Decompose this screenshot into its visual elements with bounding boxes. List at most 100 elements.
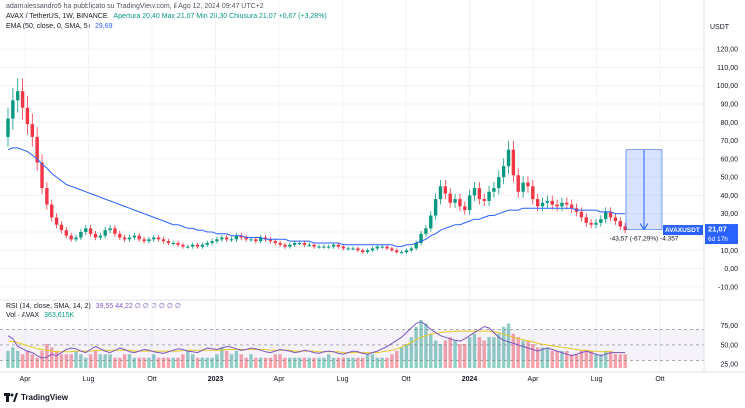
- candle-body: [273, 241, 277, 243]
- symbol-legend[interactable]: AVAX / TetherUS, 1W, BINANCE Apertura 20…: [6, 12, 327, 21]
- candle-body: [152, 237, 156, 240]
- volume-bar: [395, 350, 399, 368]
- candle-body: [497, 177, 501, 189]
- candle-body: [25, 107, 30, 125]
- candle-body: [346, 248, 350, 250]
- volume-bar: [118, 357, 122, 368]
- candle-body: [555, 204, 559, 207]
- grid: [0, 0, 704, 372]
- volume-bar: [506, 323, 511, 368]
- volume-bar: [84, 357, 88, 368]
- candle-body: [351, 248, 355, 250]
- volume-bar: [11, 347, 15, 368]
- candle-body: [560, 202, 564, 207]
- volume-bar: [322, 357, 326, 368]
- candles[interactable]: [6, 78, 627, 254]
- volume-bar: [98, 354, 103, 368]
- candle-body: [375, 246, 380, 249]
- candle-body: [113, 228, 117, 234]
- volume-bar: [171, 357, 175, 368]
- tradingview-footer[interactable]: TradingView: [4, 393, 68, 402]
- price-axis[interactable]: 120,00 110,00 100,00 90,00 80,00 70,00 60,00 50…: [717, 47, 739, 292]
- volume-bar: [108, 354, 112, 368]
- candle-body: [501, 166, 506, 178]
- volume-bar: [147, 357, 151, 368]
- volume-bar: [181, 354, 185, 368]
- time-axis[interactable]: Apr Lug Ott 2023 Apr Lug Ott 2024 Apr Lug Ott: [20, 376, 665, 383]
- volume-bar: [380, 357, 384, 368]
- volume-bar: [565, 350, 569, 368]
- candle-body: [579, 211, 584, 218]
- rsi-line: [7, 321, 626, 359]
- candle-body: [535, 199, 540, 207]
- time-tick-label: Ott: [147, 376, 156, 383]
- candle-body: [414, 242, 418, 249]
- volume-bar: [54, 350, 59, 368]
- volume-bar: [599, 354, 603, 368]
- rsi-tick-label: 75,00: [720, 323, 738, 330]
- rsi-axis[interactable]: 75,00 50,00 25,00: [720, 323, 738, 368]
- volume-bar: [618, 354, 622, 368]
- price-tick-label: 60,00: [720, 156, 738, 163]
- candle-body: [336, 244, 341, 247]
- candle-body: [54, 217, 59, 225]
- volume-bar: [293, 357, 297, 368]
- candle-body: [331, 244, 336, 247]
- rsi-legend[interactable]: RSI (14, close, SMA, 14, 2) 39,55 44,22 …: [6, 302, 181, 310]
- candle-body: [467, 195, 472, 211]
- candle-body: [506, 149, 511, 167]
- last-price-value: 21,07: [708, 225, 727, 234]
- volume-bar: [385, 357, 389, 368]
- candle-body: [297, 242, 302, 244]
- candle-body: [118, 233, 122, 238]
- symbol-line: AVAX / TetherUS, 1W, BINANCE: [6, 13, 108, 20]
- volume-bar: [239, 354, 243, 368]
- volume-bar: [186, 350, 190, 368]
- candle-body: [623, 226, 627, 231]
- candle-body: [122, 237, 127, 240]
- candle-body: [88, 228, 93, 234]
- candle-body: [234, 235, 239, 240]
- volume-bar: [45, 344, 49, 368]
- volume-bar: [414, 326, 418, 368]
- volume-bar: [555, 350, 559, 368]
- candle-body: [429, 215, 433, 229]
- candle-body: [288, 244, 292, 247]
- ema-line: [7, 147, 626, 248]
- candle-body: [550, 200, 554, 205]
- candle-body: [477, 188, 482, 200]
- volume-bar: [152, 354, 156, 368]
- candle-body: [103, 230, 107, 236]
- time-tick-label: Apr: [20, 376, 32, 383]
- volume-bar: [487, 337, 491, 368]
- volume-bar: [195, 357, 200, 368]
- price-tick-label: 30,00: [720, 211, 738, 218]
- volume-bar: [569, 354, 574, 368]
- volume-bar: [472, 333, 477, 368]
- candle-body: [20, 91, 25, 108]
- measure-tool[interactable]: -43,57 (-67,29%) -4.357: [609, 149, 679, 243]
- volume-bar: [50, 347, 54, 368]
- volume-bar: [79, 354, 83, 368]
- candle-body: [322, 246, 326, 248]
- volume-bar: [327, 354, 331, 368]
- candle-body: [156, 237, 161, 240]
- last-price-tag: AVAXUSDT 21,07 6d 17h: [663, 224, 738, 245]
- candle-body: [98, 235, 103, 238]
- volume-bar: [6, 350, 10, 368]
- price-tick-label: 40,00: [720, 193, 738, 200]
- volume-bar: [535, 347, 540, 368]
- volume-bar: [550, 350, 554, 368]
- volume-legend[interactable]: Vol · AVAX 363,615K: [6, 312, 74, 319]
- volume-bar: [608, 350, 613, 368]
- candle-body: [302, 242, 307, 245]
- published-note: adamalessandro5 ha pubblicato su Trading…: [6, 3, 264, 10]
- candle-body: [409, 248, 414, 251]
- volume-bar: [531, 344, 535, 368]
- candle-body: [390, 248, 394, 251]
- volume-bar: [273, 354, 277, 368]
- candle-body: [589, 222, 593, 225]
- ema-legend[interactable]: EMA (50, close, 0, SMA, 5) 29,69: [6, 22, 113, 31]
- volume-bar: [399, 347, 404, 368]
